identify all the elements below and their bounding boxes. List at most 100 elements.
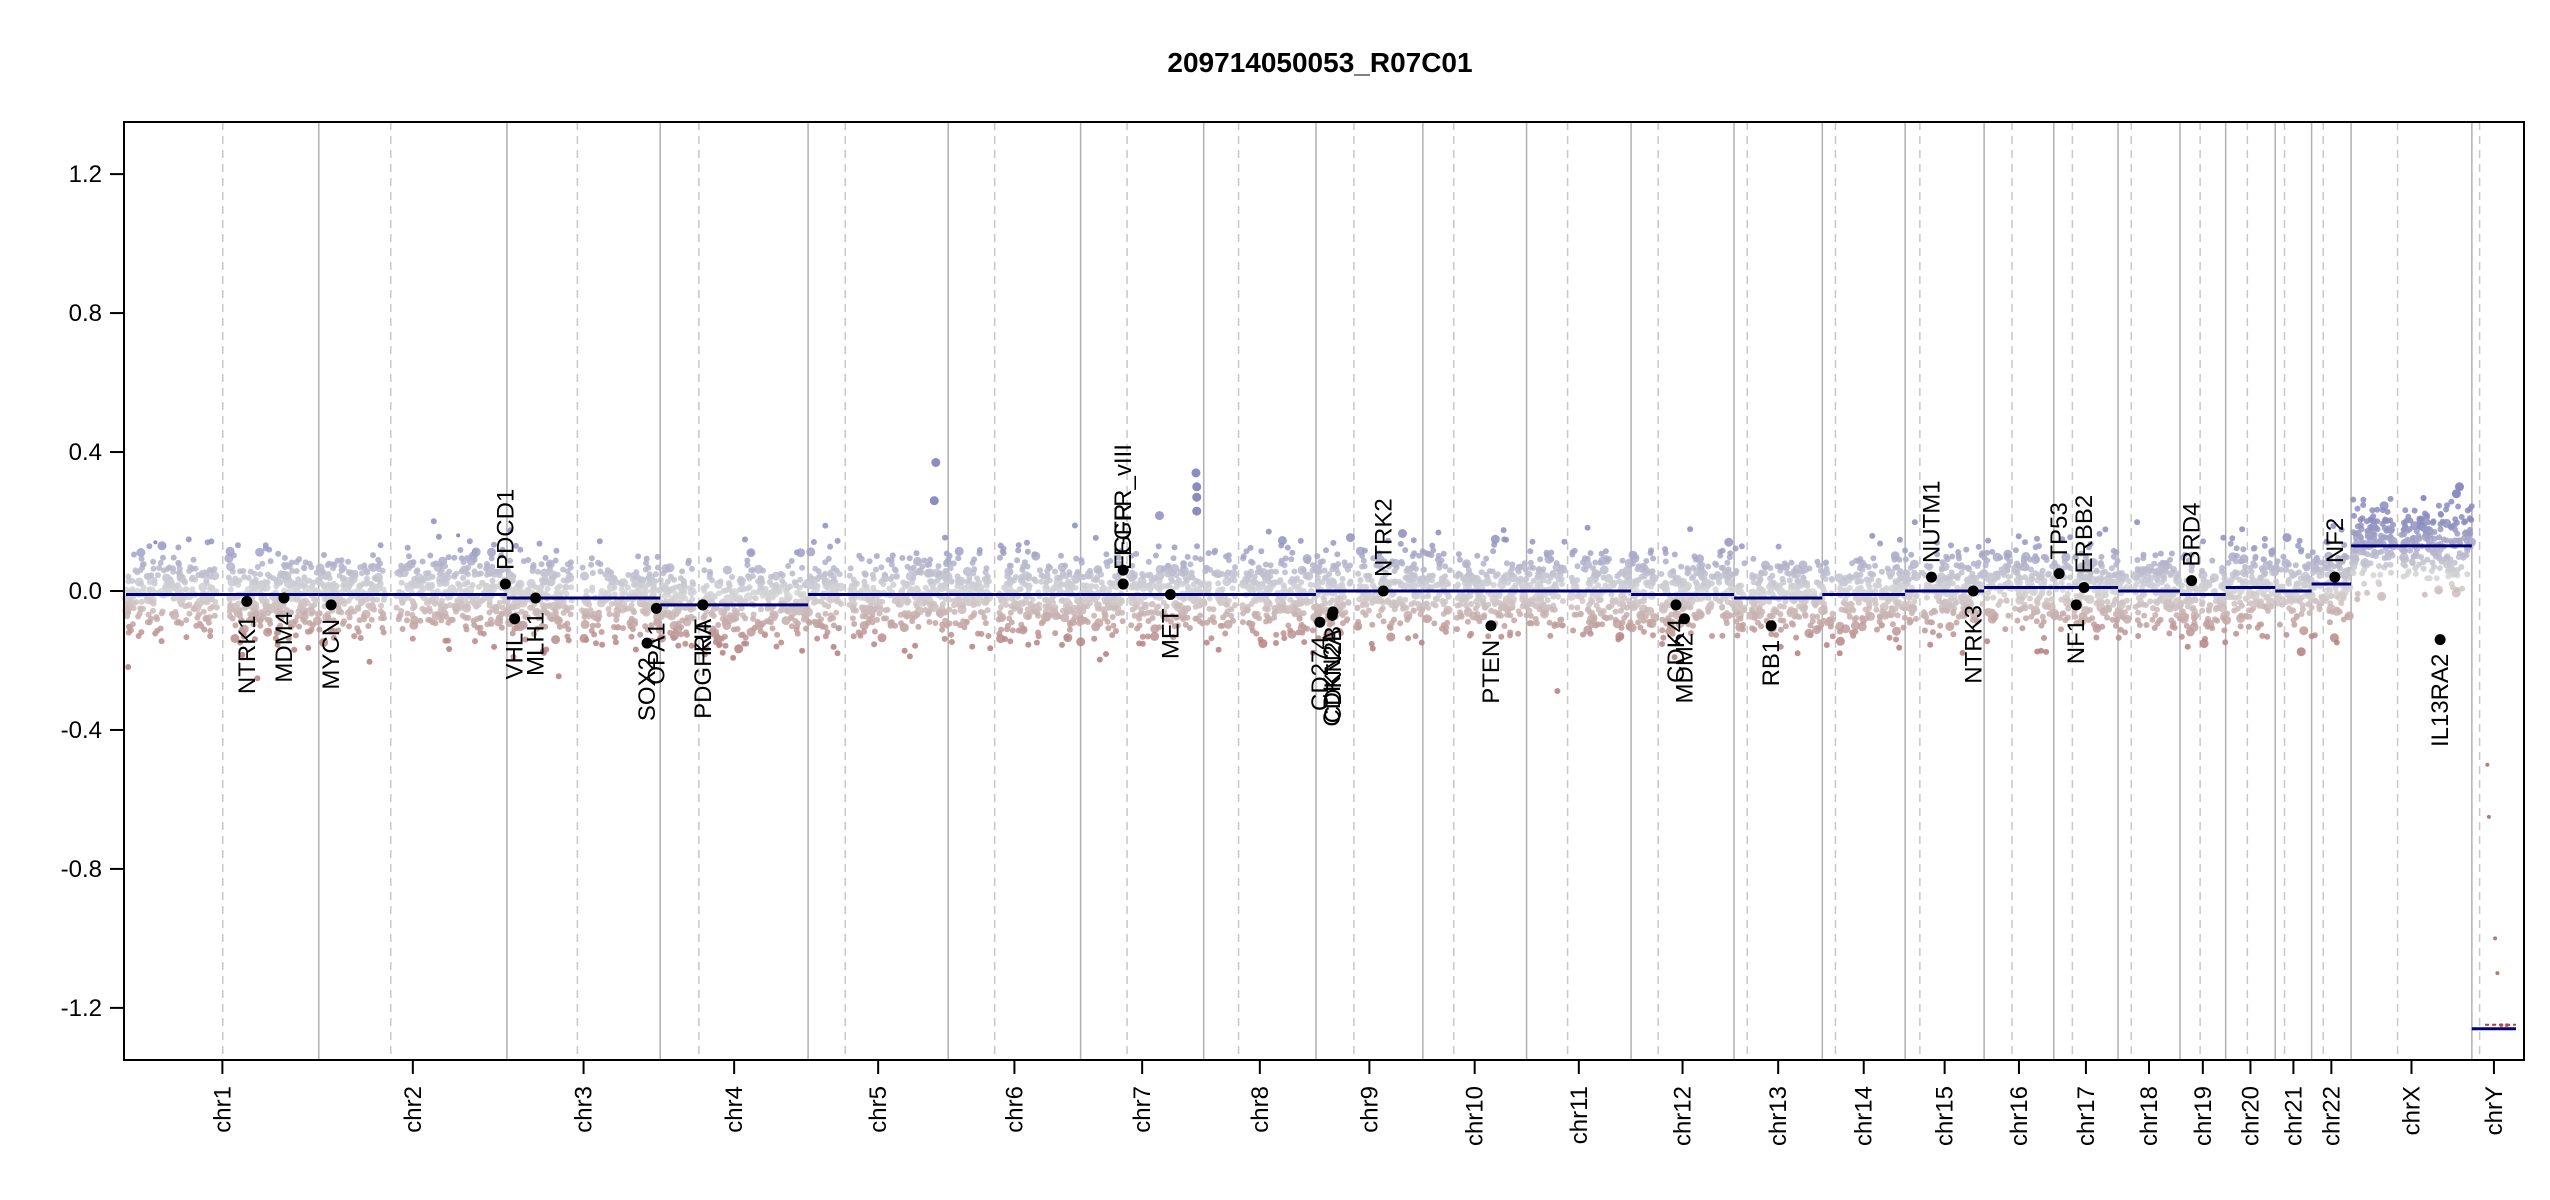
probe-point: [976, 547, 983, 553]
probe-point: [1388, 602, 1395, 609]
probe-point: [1862, 606, 1869, 613]
probe-point: [1361, 563, 1368, 570]
probe-point: [1796, 603, 1802, 610]
probe-point: [1586, 601, 1593, 608]
probe-point: [1580, 631, 1586, 638]
probe-point: [985, 578, 992, 585]
probe-point: [297, 604, 303, 611]
probe-point: [1891, 585, 1898, 592]
probe-point: [1224, 601, 1231, 608]
probe-point: [1751, 626, 1758, 633]
probe-point: [862, 613, 869, 620]
probe-point: [996, 634, 1006, 644]
probe-point: [1488, 607, 1495, 614]
probe-point: [1170, 555, 1177, 562]
probe-point: [1733, 568, 1740, 574]
probe-point: [282, 564, 289, 571]
probe-point: [1734, 632, 1741, 639]
probe-point: [1788, 582, 1795, 589]
probe-point: [1795, 577, 1802, 584]
probe-point: [1439, 625, 1445, 632]
probe-point: [1893, 600, 1900, 607]
probe-point: [1695, 610, 1705, 620]
probe-point: [425, 570, 432, 576]
probe-point: [1147, 586, 1154, 593]
probe-point: [1134, 625, 1141, 632]
probe-point: [1855, 596, 1862, 602]
probe-point: [1074, 569, 1081, 575]
probe-point: [1413, 565, 1419, 572]
probe-point: [1015, 542, 1022, 549]
probe-point: [805, 595, 812, 602]
probe-point: [1091, 635, 1098, 642]
probe-point: [1372, 595, 1382, 605]
probe-point: [251, 636, 258, 643]
probe-point: [1460, 594, 1470, 604]
probe-point: [1370, 555, 1377, 562]
probe-point: [760, 567, 766, 574]
probe-point: [909, 579, 916, 586]
probe-point: [1927, 641, 1934, 648]
probe-point: [471, 622, 478, 628]
probe-point: [1468, 575, 1475, 582]
probe-point: [1815, 562, 1822, 569]
probe-point: [1804, 582, 1811, 589]
probe-point: [971, 597, 978, 604]
probe-point: [1683, 584, 1690, 591]
probe-point: [861, 628, 868, 635]
probe-point: [1496, 591, 1503, 598]
probe-point: [1838, 606, 1845, 613]
probe-point: [236, 577, 243, 584]
probe-point: [1076, 637, 1086, 647]
probe-point: [1829, 633, 1836, 640]
probe-point: [158, 638, 165, 645]
probe-point: [1368, 640, 1375, 647]
probe-point: [794, 589, 801, 596]
probe-point: [466, 538, 473, 545]
probe-point: [1505, 579, 1512, 586]
probe-point: [589, 584, 596, 591]
probe-point: [536, 540, 543, 547]
probe-point: [1378, 565, 1385, 572]
probe-point: [446, 602, 453, 609]
probe-point: [1619, 619, 1626, 626]
probe-point: [1138, 606, 1145, 613]
probe-point: [581, 614, 588, 620]
probe-point: [1215, 580, 1222, 587]
probe-point: [1558, 581, 1565, 587]
probe-point: [1664, 599, 1671, 606]
probe-point: [1317, 559, 1324, 565]
probe-point: [769, 582, 776, 589]
probe-point: [1128, 552, 1135, 559]
probe-point: [672, 628, 679, 635]
probe-point: [1835, 636, 1845, 646]
probe-point: [1570, 627, 1577, 634]
probe-point: [484, 563, 490, 570]
probe-point: [461, 581, 468, 588]
probe-point: [734, 626, 741, 632]
probe-point: [1667, 569, 1677, 579]
probe-point: [1724, 537, 1734, 547]
probe-point: [1385, 563, 1392, 570]
probe-point: [898, 620, 905, 627]
probe-point: [1005, 622, 1011, 629]
probe-point: [814, 576, 821, 583]
probe-point: [1438, 557, 1445, 564]
probe-point: [1587, 630, 1594, 637]
probe-point: [480, 630, 487, 637]
probe-point: [496, 599, 503, 606]
probe-point: [293, 568, 300, 575]
probe-point: [877, 633, 887, 643]
probe-point: [1780, 617, 1787, 624]
probe-point: [486, 570, 493, 577]
probe-point: [1560, 598, 1566, 605]
probe-point: [398, 608, 405, 614]
probe-point: [929, 603, 939, 612]
probe-point: [1365, 607, 1372, 614]
probe-point: [170, 595, 177, 602]
probe-point: [1058, 552, 1064, 559]
probe-point: [488, 584, 495, 591]
probe-point: [1650, 632, 1656, 639]
probe-point: [726, 614, 733, 621]
probe-point: [1820, 617, 1827, 624]
